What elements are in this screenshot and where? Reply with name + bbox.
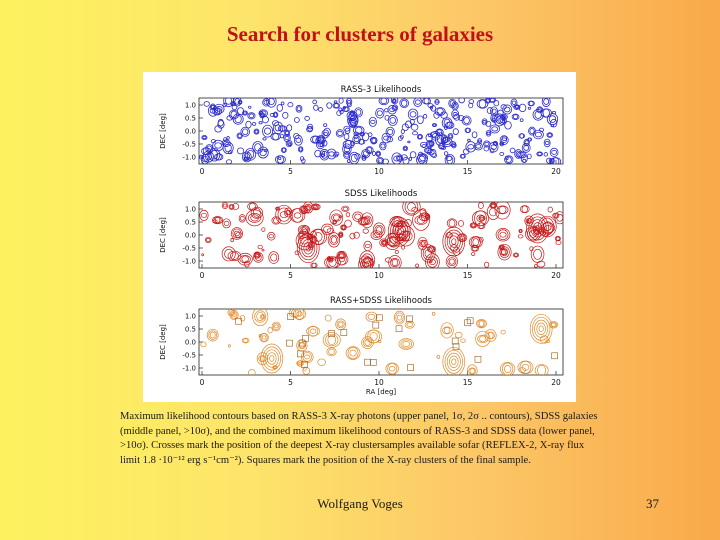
x-tick-label: 0 (200, 271, 205, 280)
caption-line-4: limit 1.8 ·10⁻¹² erg s⁻¹cm⁻²). Squares m… (120, 454, 531, 466)
caption-line-1: Maximum likelihood contours based on RAS… (120, 411, 598, 422)
y-axis-label: DEC [deg] (159, 113, 167, 149)
contour-field (199, 98, 562, 164)
x-tick-label: 15 (463, 167, 473, 176)
x-tick-label: 15 (463, 378, 473, 387)
likelihood-panel-1: RASS-3 Likelihoods DEC [deg] 1.0 0.5 0.0 -0.5… (159, 85, 564, 176)
page-number: 37 (646, 496, 659, 511)
cluster-square (551, 352, 558, 360)
panel-title: RASS-3 Likelihoods (341, 85, 422, 95)
cluster-square (297, 350, 304, 358)
cluster-square (372, 321, 380, 329)
y-tick-label: -0.5 (182, 245, 196, 253)
y-tick-label: 0.5 (185, 219, 196, 227)
y-tick-label: -1.0 (182, 258, 196, 266)
cluster-square (302, 335, 309, 342)
x-tick-label: 5 (288, 271, 293, 280)
slide-title: Search for clusters of galaxies (226, 22, 494, 46)
likelihood-panel-3: RASS+SDSS Likelihoods DEC [deg] 1.0 0.5 0.0 -… (159, 296, 564, 396)
y-tick-label: 1.0 (185, 206, 196, 214)
x-tick-label: 20 (551, 167, 561, 176)
y-tick-label: -0.5 (182, 141, 196, 149)
caption-line-2: (middle panel, >10σ), and the combined m… (120, 425, 595, 437)
x-tick-label: 5 (288, 378, 293, 387)
cluster-square (235, 317, 242, 325)
caption-line-3: >10σ). Crosses mark the position of the … (120, 440, 585, 451)
panel-title: RASS+SDSS Likelihoods (330, 296, 433, 306)
x-tick-label: 5 (288, 167, 293, 176)
cluster-square (301, 361, 308, 368)
cluster-square (395, 325, 403, 333)
y-tick-label: 0.0 (185, 339, 196, 347)
y-axis-label: DEC [deg] (159, 324, 167, 360)
x-tick-label: 15 (463, 271, 473, 280)
panel-title: SDSS Likelihoods (345, 189, 418, 199)
likelihood-figure: RASS-3 Likelihoods DEC [deg] 1.0 0.5 0.0 -0.5… (143, 72, 576, 402)
cluster-square (376, 314, 383, 322)
y-tick-label: 1.0 (185, 102, 196, 110)
x-tick-label: 20 (551, 271, 561, 280)
x-axis-label: RA [deg] (366, 388, 397, 396)
cluster-square (369, 359, 377, 366)
cluster-square (464, 319, 471, 327)
y-tick-label: 1.0 (185, 313, 196, 321)
y-tick-label: -1.0 (182, 365, 196, 373)
y-tick-label: 0.5 (185, 326, 196, 334)
cluster-square (340, 329, 348, 336)
cluster-square (364, 358, 371, 366)
cluster-square (407, 364, 414, 371)
x-tick-label: 0 (200, 167, 205, 176)
x-tick-label: 0 (200, 378, 205, 387)
figure-caption: Maximum likelihood contours based on RAS… (120, 410, 680, 468)
cluster-square (466, 317, 474, 325)
contour-field (199, 202, 563, 268)
cluster-square (474, 355, 482, 363)
y-axis-label: DEC [deg] (159, 217, 167, 253)
y-tick-label: -1.0 (182, 154, 196, 162)
contour-field (200, 309, 559, 375)
footer-author: Wolfgang Voges (317, 496, 403, 511)
cluster-square (406, 315, 413, 323)
x-tick-label: 10 (374, 167, 384, 176)
cluster-square (286, 339, 293, 347)
x-tick-label: 10 (374, 378, 384, 387)
y-tick-label: 0.5 (185, 115, 196, 123)
cluster-square (328, 330, 335, 337)
likelihood-panels-svg: RASS-3 Likelihoods DEC [deg] 1.0 0.5 0.0 -0.5… (159, 85, 564, 396)
cluster-square (287, 313, 294, 320)
y-tick-label: 0.0 (185, 232, 196, 240)
y-tick-label: -0.5 (182, 352, 196, 360)
cluster-square (452, 343, 460, 351)
x-tick-label: 20 (551, 378, 561, 387)
likelihood-panel-2: SDSS Likelihoods DEC [deg] 1.0 0.5 0.0 -0.5 -1… (159, 189, 564, 280)
x-tick-label: 10 (374, 271, 384, 280)
y-tick-label: 0.0 (185, 128, 196, 136)
cluster-square (451, 337, 459, 345)
